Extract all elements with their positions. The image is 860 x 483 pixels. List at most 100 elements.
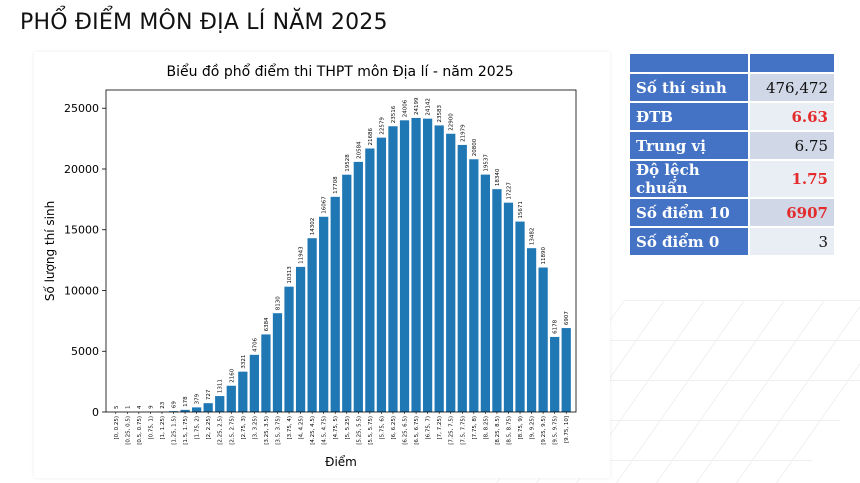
stats-row: Trung vị 6.75 (630, 132, 834, 159)
stats-header-cell (750, 54, 834, 72)
bar (376, 137, 387, 412)
bar-value-label: 4 (137, 405, 143, 409)
stats-label: ĐTB (630, 103, 748, 130)
bar (215, 396, 225, 412)
x-tick-label: [5.5, 5.75) (368, 416, 374, 445)
stats-row: ĐTB 6.63 (630, 103, 834, 130)
bar-value-label: 3321 (241, 355, 247, 369)
bar (515, 221, 525, 412)
bar (434, 125, 444, 412)
bar (469, 159, 479, 412)
x-tick-label: [6.75, 7) (426, 416, 432, 440)
bar (538, 267, 548, 412)
y-axis-label: Số lượng thí sinh (43, 201, 57, 301)
x-tick-label: [1.75, 2) (195, 416, 201, 440)
bar (226, 385, 236, 412)
y-tick-label: 5000 (71, 345, 99, 358)
x-tick-label: [4, 4.25) (299, 416, 305, 440)
bar-value-label: 1 (125, 405, 131, 409)
x-tick-label: [4.75, 5) (333, 416, 339, 440)
bar-value-label: 19537 (483, 154, 489, 172)
bar-value-label: 6178 (553, 319, 559, 333)
page-title: PHỔ ĐIỂM MÔN ĐỊA LÍ NĂM 2025 (20, 10, 388, 35)
bar-value-label: 24142 (426, 98, 432, 116)
bar (561, 328, 571, 412)
bar (319, 216, 329, 412)
bar (388, 126, 398, 412)
x-axis-label: Điểm (325, 455, 357, 469)
bar-value-label: 23516 (391, 105, 397, 123)
bar-value-label: 9 (148, 405, 154, 409)
bar-value-label: 727 (206, 389, 212, 400)
bar (423, 118, 433, 413)
bar-value-label: 6907 (564, 311, 570, 325)
bar (295, 266, 306, 412)
x-tick-label: [7.5, 7.75) (460, 416, 466, 445)
stats-value: 6907 (750, 199, 834, 226)
bar-value-label: 10313 (287, 266, 293, 284)
x-tick-label: [5, 5.25) (345, 416, 351, 440)
bar-value-label: 22900 (449, 113, 455, 131)
bar-value-label: 5 (114, 405, 120, 409)
x-tick-label: [2, 2.25) (206, 416, 212, 440)
stats-header-row (630, 54, 834, 72)
bar-value-label: 2160 (229, 368, 235, 382)
stats-label: Số điểm 0 (630, 228, 748, 255)
stats-label: Số thí sinh (630, 74, 748, 101)
bar-value-label: 178 (183, 396, 189, 407)
bar-value-label: 24006 (403, 99, 409, 117)
x-tick-label: [8, 8.25) (483, 416, 489, 440)
x-tick-label: [3, 3.25) (252, 416, 258, 440)
bar-value-label: 6384 (264, 317, 270, 331)
bar-value-label: 24199 (414, 97, 420, 115)
stats-value: 6.75 (750, 132, 834, 159)
bar (330, 196, 340, 412)
bar-value-label: 20800 (472, 138, 478, 156)
bar-value-label: 11943 (299, 246, 305, 264)
stats-label: Số điểm 10 (630, 199, 748, 226)
x-tick-label: [0, 0.25) (114, 416, 120, 440)
bar (365, 148, 375, 413)
stats-value: 6.63 (750, 103, 834, 130)
x-tick-label: [5.75, 6) (379, 416, 385, 440)
bar (457, 144, 467, 412)
bar (168, 411, 179, 412)
bar-value-label: 13482 (530, 228, 536, 246)
stats-table: Số thí sinh 476,472 ĐTB 6.63 Trung vị 6.75 Độ … (628, 52, 836, 257)
x-tick-label: [1, 1.25) (160, 416, 166, 440)
bar-value-label: 11890 (541, 247, 547, 265)
bar (446, 133, 456, 412)
bar-value-label: 14302 (310, 218, 316, 236)
x-tick-label: [6.5, 6.75) (414, 416, 420, 445)
bar (203, 403, 213, 412)
x-tick-label: [7, 7.25) (437, 416, 443, 440)
x-tick-label: [0.25, 0.5) (125, 416, 131, 445)
x-tick-label: [2.5, 2.75) (229, 416, 235, 445)
x-tick-label: [1.5, 1.75) (183, 416, 189, 445)
bar (550, 336, 560, 412)
x-tick-label: [5.25, 5.5) (356, 416, 362, 445)
bar-value-label: 15671 (518, 201, 524, 219)
y-tick-label: 20000 (64, 163, 99, 176)
stats-value: 1.75 (750, 161, 834, 197)
x-tick-label: [3.5, 3.75) (275, 416, 281, 445)
bar-value-label: 23583 (437, 104, 443, 122)
bar (480, 174, 490, 412)
bar (342, 174, 352, 412)
stats-value: 476,472 (750, 74, 834, 101)
x-tick-label: [4.5, 4.75) (322, 416, 328, 445)
bar (238, 371, 248, 412)
x-tick-label: [9, 9.25) (530, 416, 536, 440)
bar-value-label: 8130 (275, 296, 281, 310)
x-tick-label: [0.75, 1) (148, 416, 154, 440)
stats-row: Số điểm 10 6907 (630, 199, 834, 226)
bar-value-label: 17708 (333, 176, 339, 194)
y-tick-label: 10000 (64, 284, 99, 297)
x-tick-label: [8.25, 8.5) (495, 416, 501, 445)
x-tick-label: [0.5, 0.75) (137, 416, 143, 445)
x-tick-label: [3.75, 4) (287, 416, 293, 440)
bar-value-label: 4706 (252, 337, 258, 351)
x-tick-label: [7.25, 7.5) (449, 416, 455, 445)
x-tick-label: [2.25, 2.5) (218, 416, 224, 445)
